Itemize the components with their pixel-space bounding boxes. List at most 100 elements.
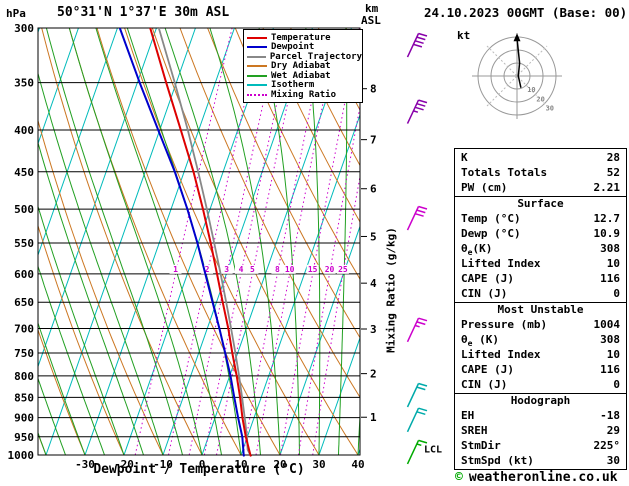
hodograph-section-header: Hodograph <box>455 393 626 409</box>
station-title: 50°31'N 1°37'E 30m ASL <box>57 5 230 20</box>
row-label: CIN (J) <box>461 287 508 300</box>
legend-label: Wet Adiabat <box>271 70 331 81</box>
most-unstable-section-header: Most Unstable <box>455 302 626 318</box>
copyright-icon: © <box>455 470 463 485</box>
hodo-row-stmspd: StmSpd (kt) 30 <box>455 454 626 469</box>
row-value: 28 <box>606 151 620 164</box>
index-row-pw: PW (cm) 2.21 <box>455 181 626 196</box>
mu-row-lifted-index: Lifted Index 10 <box>455 348 626 363</box>
row-label: K <box>461 151 468 164</box>
legend-label: Mixing Ratio <box>271 89 337 100</box>
row-value: 116 <box>600 363 620 376</box>
svg-text:5: 5 <box>250 265 255 274</box>
surface-row-dewp: Dewp (°C) 10.9 <box>455 227 626 242</box>
hodo-row-eh: EH -18 <box>455 409 626 424</box>
row-label: StmSpd (kt) <box>461 454 534 467</box>
legend-swatch-5 <box>247 84 267 87</box>
pressure-tick-labels: 300 350 400 450 500 550 600 650 700 750 800 850 900 9… <box>8 22 35 462</box>
row-value: 10.9 <box>593 227 621 240</box>
legend-label: Dewpoint <box>271 42 315 53</box>
row-value: 116 <box>600 272 620 285</box>
svg-text:500: 500 <box>14 203 34 216</box>
svg-text:0: 0 <box>199 458 206 471</box>
legend-swatch-2 <box>247 55 266 58</box>
wind-barb <box>406 382 428 408</box>
row-label: CAPE (J) <box>461 363 514 376</box>
row-value: 10 <box>606 257 620 270</box>
surface-row-cape: CAPE (J) 116 <box>455 272 626 287</box>
sounding-profiles <box>118 27 252 457</box>
plot-border <box>37 27 361 456</box>
index-row-k: K 28 <box>455 151 626 166</box>
dewpoint-curve <box>118 27 245 457</box>
row-value: 30 <box>606 454 620 467</box>
row-label: Temp (°C) <box>461 212 521 225</box>
temperature-tick-labels: -30 -20 -10 0 10 20 30 40 <box>75 458 365 471</box>
legend-label: Dry Adiabat <box>271 61 331 72</box>
svg-text:300: 300 <box>14 22 34 35</box>
hodo-row-stmdir: StmDir 225° <box>455 439 626 454</box>
row-label: Totals Totals <box>461 166 548 179</box>
svg-text:4: 4 <box>370 277 377 290</box>
x-axis-title: Dewpoint / Temperature (°C) <box>93 462 305 477</box>
hodograph-trace <box>516 38 522 88</box>
km-axis-unit: km <box>365 2 379 15</box>
mixing-ratio-labels: 1 2 3 4 5 8 10 15 20 25 <box>169 264 349 274</box>
copyright-text: weatheronline.co.uk <box>468 470 618 485</box>
row-value: 12.7 <box>593 212 621 225</box>
svg-text:450: 450 <box>14 166 34 179</box>
svg-text:1: 1 <box>173 265 178 274</box>
wind-barb <box>406 205 428 231</box>
hodo-row-sreh: SREH 29 <box>455 424 626 439</box>
asl-axis-unit: ASL <box>361 14 381 27</box>
copyright: © weatheronline.co.uk <box>455 470 618 485</box>
mu-row-thetae: θe (K) 308 <box>455 333 626 348</box>
row-label: EH <box>461 409 475 422</box>
legend-swatch-3 <box>247 65 267 68</box>
row-label: Lifted Index <box>461 257 541 270</box>
legend-item-parcel-trajectory: Parcel Trajectory <box>244 52 362 62</box>
svg-text:8: 8 <box>370 83 377 96</box>
svg-text:650: 650 <box>14 296 34 309</box>
svg-text:25: 25 <box>338 265 348 274</box>
surface-row-temp: Temp (°C) 12.7 <box>455 212 626 227</box>
legend-label: Parcel Trajectory <box>269 51 362 62</box>
index-row-totals-totals: Totals Totals 52 <box>455 166 626 181</box>
surface-row-cin: CIN (J) 0 <box>455 287 626 302</box>
svg-text:20: 20 <box>325 265 335 274</box>
svg-text:900: 900 <box>14 412 34 425</box>
legend-item-wet-adiabat: Wet Adiabat <box>244 71 362 81</box>
surface-row-lifted-index: Lifted Index 10 <box>455 257 626 272</box>
row-label: CAPE (J) <box>461 272 514 285</box>
row-value: 10 <box>606 348 620 361</box>
svg-text:-30: -30 <box>75 458 95 471</box>
legend-swatch-4 <box>247 74 267 77</box>
row-value: 308 <box>600 242 620 255</box>
legend-item-dewpoint: Dewpoint <box>244 42 362 53</box>
row-label: StmDir <box>461 439 501 452</box>
svg-text:950: 950 <box>14 431 34 444</box>
legend-swatch-0 <box>247 36 267 39</box>
mu-row-cape: CAPE (J) 116 <box>455 363 626 378</box>
pressure-axis-unit: hPa <box>6 7 26 20</box>
svg-text:10: 10 <box>285 265 295 274</box>
row-value: 1004 <box>593 318 621 331</box>
row-label: SREH <box>461 424 488 437</box>
legend-swatch-6 <box>247 93 267 96</box>
wind-barb <box>406 439 428 465</box>
svg-text:-20: -20 <box>114 458 134 471</box>
wind-barb <box>406 317 428 343</box>
legend-label: Isotherm <box>271 80 315 91</box>
svg-text:3: 3 <box>224 265 229 274</box>
svg-text:700: 700 <box>14 323 34 336</box>
km-asl-ticks: 1 2 3 4 5 6 7 8 <box>361 83 377 424</box>
parcel-trajectory-curve <box>157 27 252 457</box>
row-value: 29 <box>606 424 620 437</box>
mu-row-cin: CIN (J) 0 <box>455 378 626 393</box>
row-value: 225° <box>593 439 621 452</box>
svg-text:5: 5 <box>370 230 377 243</box>
indices-panel: K 28 Totals Totals 52 PW (cm) 2.21 Surface … <box>454 148 627 470</box>
wind-barb-column <box>406 32 428 465</box>
